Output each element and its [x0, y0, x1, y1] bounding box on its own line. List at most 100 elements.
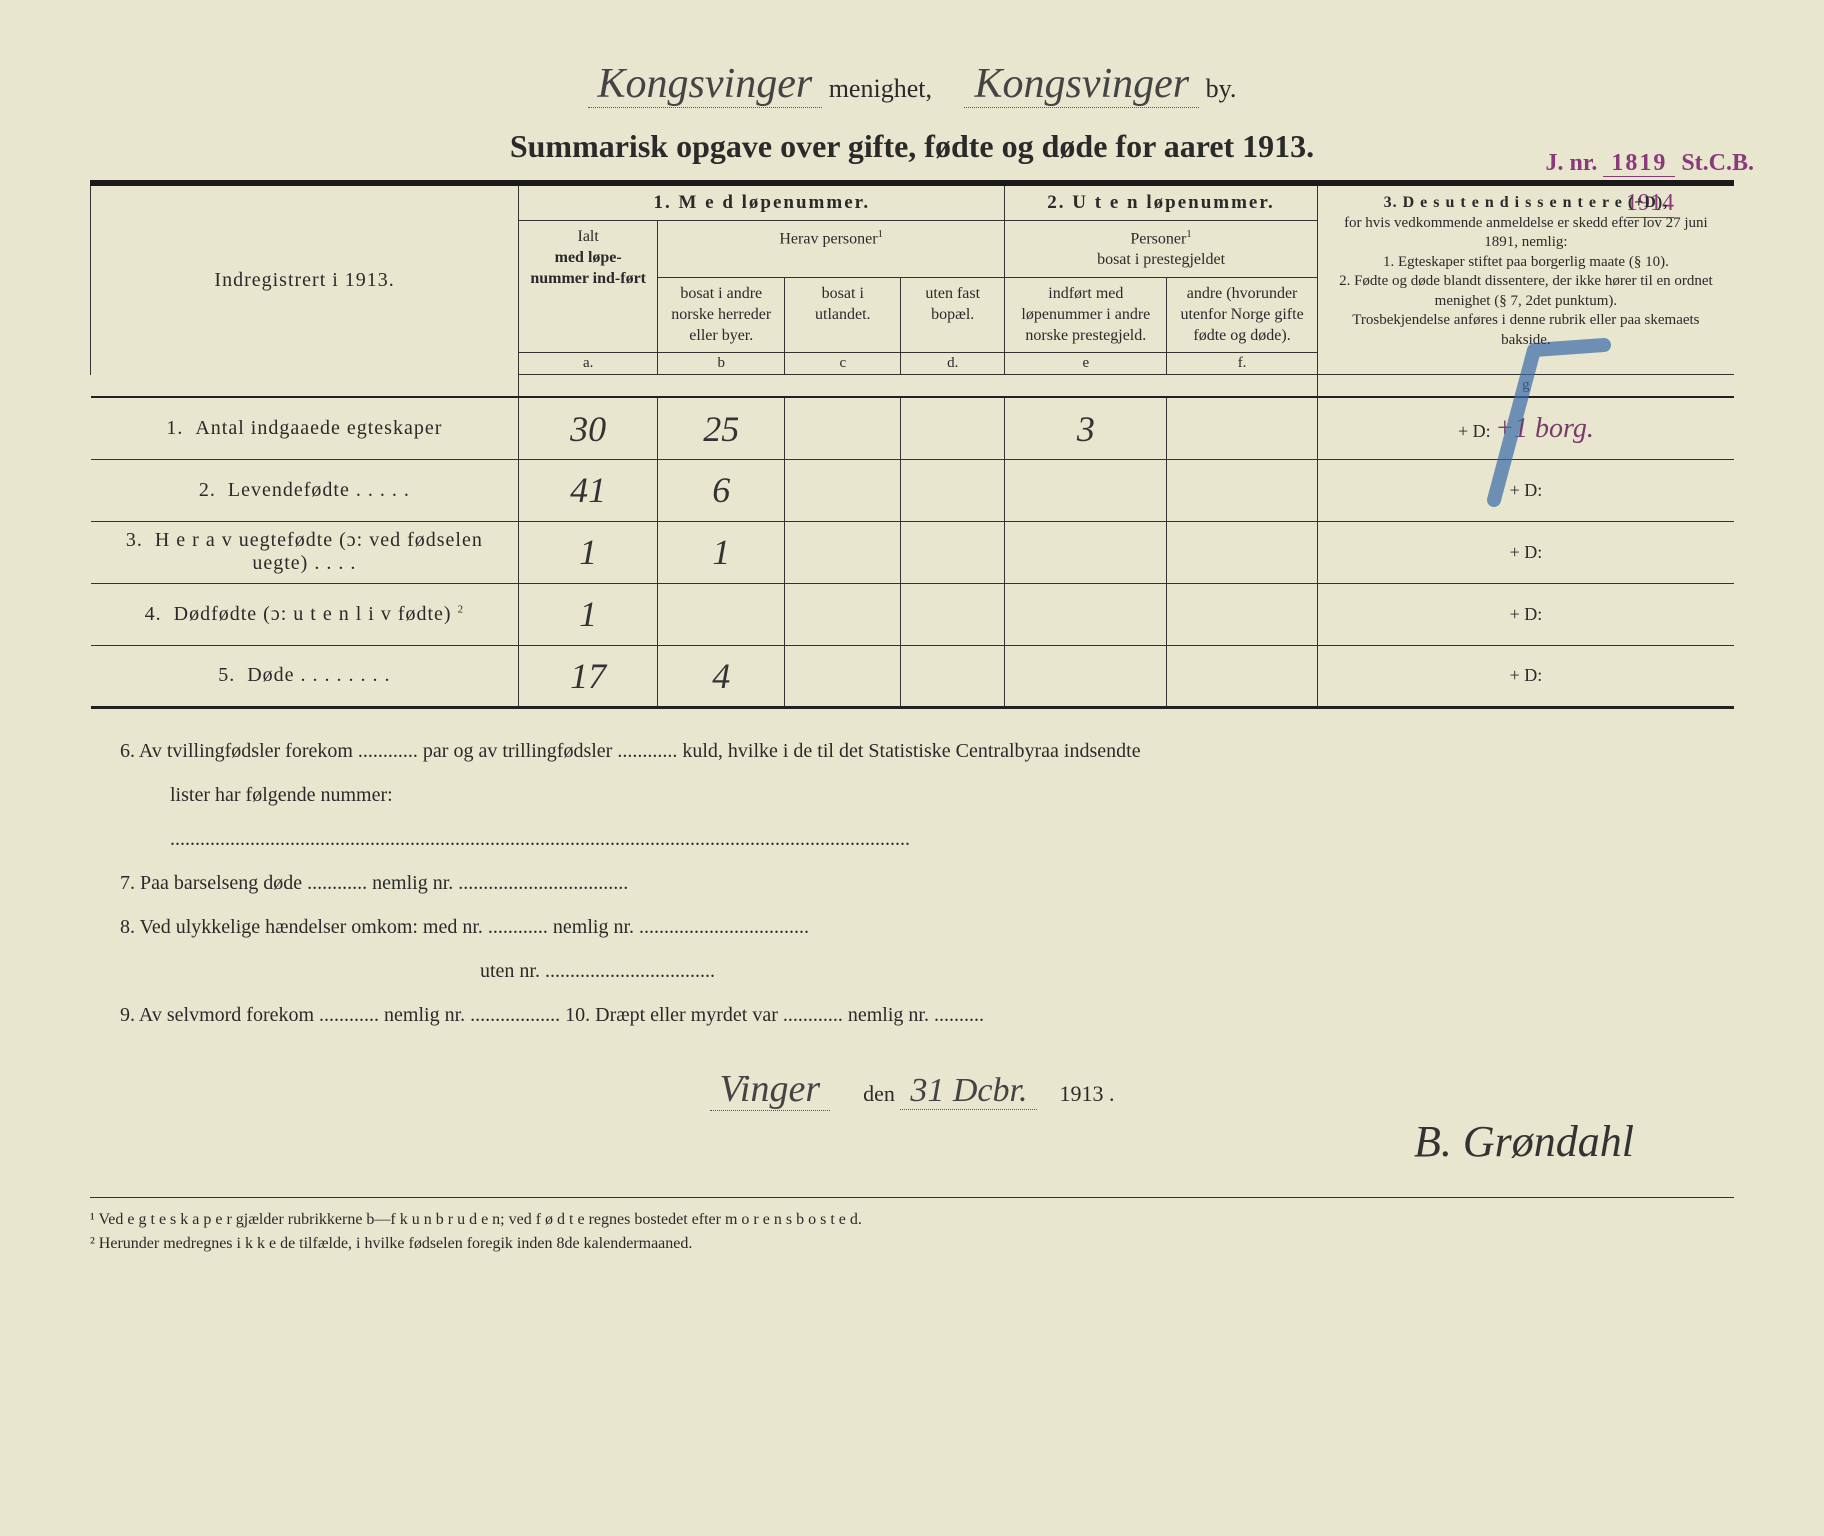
row1-a: 30: [519, 397, 658, 459]
sup2: 2: [458, 603, 465, 615]
row4-b: [658, 583, 785, 645]
row5-g: + D:: [1317, 645, 1734, 707]
note-8: 8. Ved ulykkelige hændelser omkom: med n…: [120, 905, 1704, 949]
row3-c: [785, 521, 901, 583]
table-row: 1. Antal indgaaede egteskaper 30 25 3 + …: [91, 397, 1735, 459]
row2-c: [785, 459, 901, 521]
section3-cell: 3. D e s u t e n d i s s e n t e r e (+D…: [1317, 186, 1734, 375]
letter-a: a.: [519, 353, 658, 375]
sup1a: 1: [878, 228, 884, 240]
row1-g: + D: +1 borg.: [1317, 397, 1734, 459]
left-heading: Indregistrert i 1913.: [91, 186, 519, 375]
parish-label: menighet,: [829, 74, 932, 103]
note-6b: lister har følgende nummer:: [120, 773, 1704, 817]
letter-d: d.: [901, 353, 1005, 375]
note-6: 6. Av tvillingfødsler forekom ..........…: [120, 729, 1704, 773]
row5-c: [785, 645, 901, 707]
row3-b: 1: [658, 521, 785, 583]
town-name: Kongsvinger: [964, 61, 1199, 108]
stamp-number: 1819: [1603, 150, 1675, 177]
section3-title: 3. D e s u t e n d i s s e n t e r e (+D…: [1326, 192, 1726, 214]
footnote-2: ² Herunder medregnes i k k e de tilfælde…: [90, 1232, 1734, 1256]
row5-num: 5.: [218, 664, 235, 686]
signature-name: B. Grøndahl: [90, 1116, 1734, 1167]
letter-b: b: [658, 353, 785, 375]
document-page: Kongsvinger menighet, Kongsvinger by. Su…: [30, 30, 1794, 1506]
row4-text: Dødfødte (ɔ: u t e n l i v fødte): [174, 603, 452, 625]
row2-f: [1167, 459, 1317, 521]
header-line: Kongsvinger menighet, Kongsvinger by.: [90, 60, 1734, 108]
row2-text: Levendefødte . . . . .: [228, 479, 410, 501]
note-9: 9. Av selvmord forekom ............ neml…: [120, 993, 1704, 1037]
section2-sub: Personer1 bosat i prestegjeldet: [1005, 221, 1317, 278]
letter-c: c: [785, 353, 901, 375]
row1-d: [901, 397, 1005, 459]
sig-year: 1913 .: [1059, 1081, 1114, 1106]
letter-g: g: [1317, 375, 1734, 398]
ialt-sub: med løpe-nummer ind-ført: [530, 249, 646, 287]
sig-date: 31 Dcbr.: [900, 1072, 1037, 1110]
row4-num: 4.: [145, 603, 162, 625]
footnotes: ¹ Ved e g t e s k a p e r gjælder rubrik…: [90, 1197, 1734, 1256]
row3-f: [1167, 521, 1317, 583]
row4-label: 4. Dødfødte (ɔ: u t e n l i v fødte) 2: [91, 583, 519, 645]
row4-e: [1005, 583, 1167, 645]
main-table: Indregistrert i 1913. 1. M e d løpenumme…: [90, 186, 1734, 709]
row2-b: 6: [658, 459, 785, 521]
row5-text: Døde . . . . . . . .: [247, 664, 390, 686]
row3-g: + D:: [1317, 521, 1734, 583]
row2-g: + D:: [1317, 459, 1734, 521]
row1-b: 25: [658, 397, 785, 459]
herav-text: Herav personer: [779, 230, 877, 247]
stamp-prefix: J. nr.: [1546, 150, 1598, 176]
table-row: 2. Levendefødte . . . . . 41 6 + D:: [91, 459, 1735, 521]
note-7: 7. Paa barselseng døde ............ neml…: [120, 861, 1704, 905]
col-b-head: bosat i andre norske herreder eller byer…: [658, 277, 785, 352]
table-row: 3. H e r a v uegtefødte (ɔ: ved fødselen…: [91, 521, 1735, 583]
table-row: 5. Døde . . . . . . . . 17 4 + D:: [91, 645, 1735, 707]
row3-num: 3.: [126, 529, 143, 551]
col-d-head: uten fast bopæl.: [901, 277, 1005, 352]
row1-text: Antal indgaaede egteskaper: [195, 417, 442, 439]
bosat-label: bosat i prestegjeldet: [1097, 251, 1225, 268]
row2-a: 41: [519, 459, 658, 521]
sig-place: Vinger: [710, 1068, 831, 1111]
row1-plusd: + D:: [1458, 421, 1491, 441]
row2-d: [901, 459, 1005, 521]
table-row: 4. Dødfødte (ɔ: u t e n l i v fødte) 2 1…: [91, 583, 1735, 645]
signature-line: Vinger den 31 Dcbr. 1913 .: [90, 1067, 1734, 1111]
row3-text: H e r a v uegtefødte (ɔ: ved fødselen ue…: [155, 529, 483, 574]
note-8b: uten nr. ...............................…: [120, 949, 1704, 993]
title: Summarisk opgave over gifte, fødte og dø…: [90, 128, 1734, 165]
row1-label: 1. Antal indgaaede egteskaper: [91, 397, 519, 459]
footnote-1: ¹ Ved e g t e s k a p e r gjælder rubrik…: [90, 1208, 1734, 1232]
town-label: by.: [1206, 74, 1237, 103]
row1-c: [785, 397, 901, 459]
row4-c: [785, 583, 901, 645]
row2-label: 2. Levendefødte . . . . .: [91, 459, 519, 521]
col-c-head: bosat i utlandet.: [785, 277, 901, 352]
row3-label: 3. H e r a v uegtefødte (ɔ: ved fødselen…: [91, 521, 519, 583]
row4-g: + D:: [1317, 583, 1734, 645]
row5-a: 17: [519, 645, 658, 707]
note-6-line: ........................................…: [120, 817, 1704, 861]
row1-e: 3: [1005, 397, 1167, 459]
herav-label: Herav personer1: [658, 221, 1005, 278]
journal-stamp: J. nr. 1819 St.C.B.: [1546, 150, 1754, 177]
row4-a: 1: [519, 583, 658, 645]
row1-num: 1.: [166, 417, 183, 439]
row3-e: [1005, 521, 1167, 583]
parish-name: Kongsvinger: [588, 61, 823, 108]
row1-g-hand: +1 borg.: [1495, 413, 1594, 444]
section2-title: 2. U t e n løpenummer.: [1005, 186, 1317, 221]
letter-f: f.: [1167, 353, 1317, 375]
row3-d: [901, 521, 1005, 583]
row2-e: [1005, 459, 1167, 521]
personer-label: Personer: [1130, 230, 1186, 247]
col-e-head: indført med løpenummer i andre norske pr…: [1005, 277, 1167, 352]
notes-block: 6. Av tvillingfødsler forekom ..........…: [90, 729, 1734, 1037]
row5-b: 4: [658, 645, 785, 707]
row4-d: [901, 583, 1005, 645]
blank-corner: [91, 375, 519, 398]
section1-title: 1. M e d løpenummer.: [519, 186, 1005, 221]
